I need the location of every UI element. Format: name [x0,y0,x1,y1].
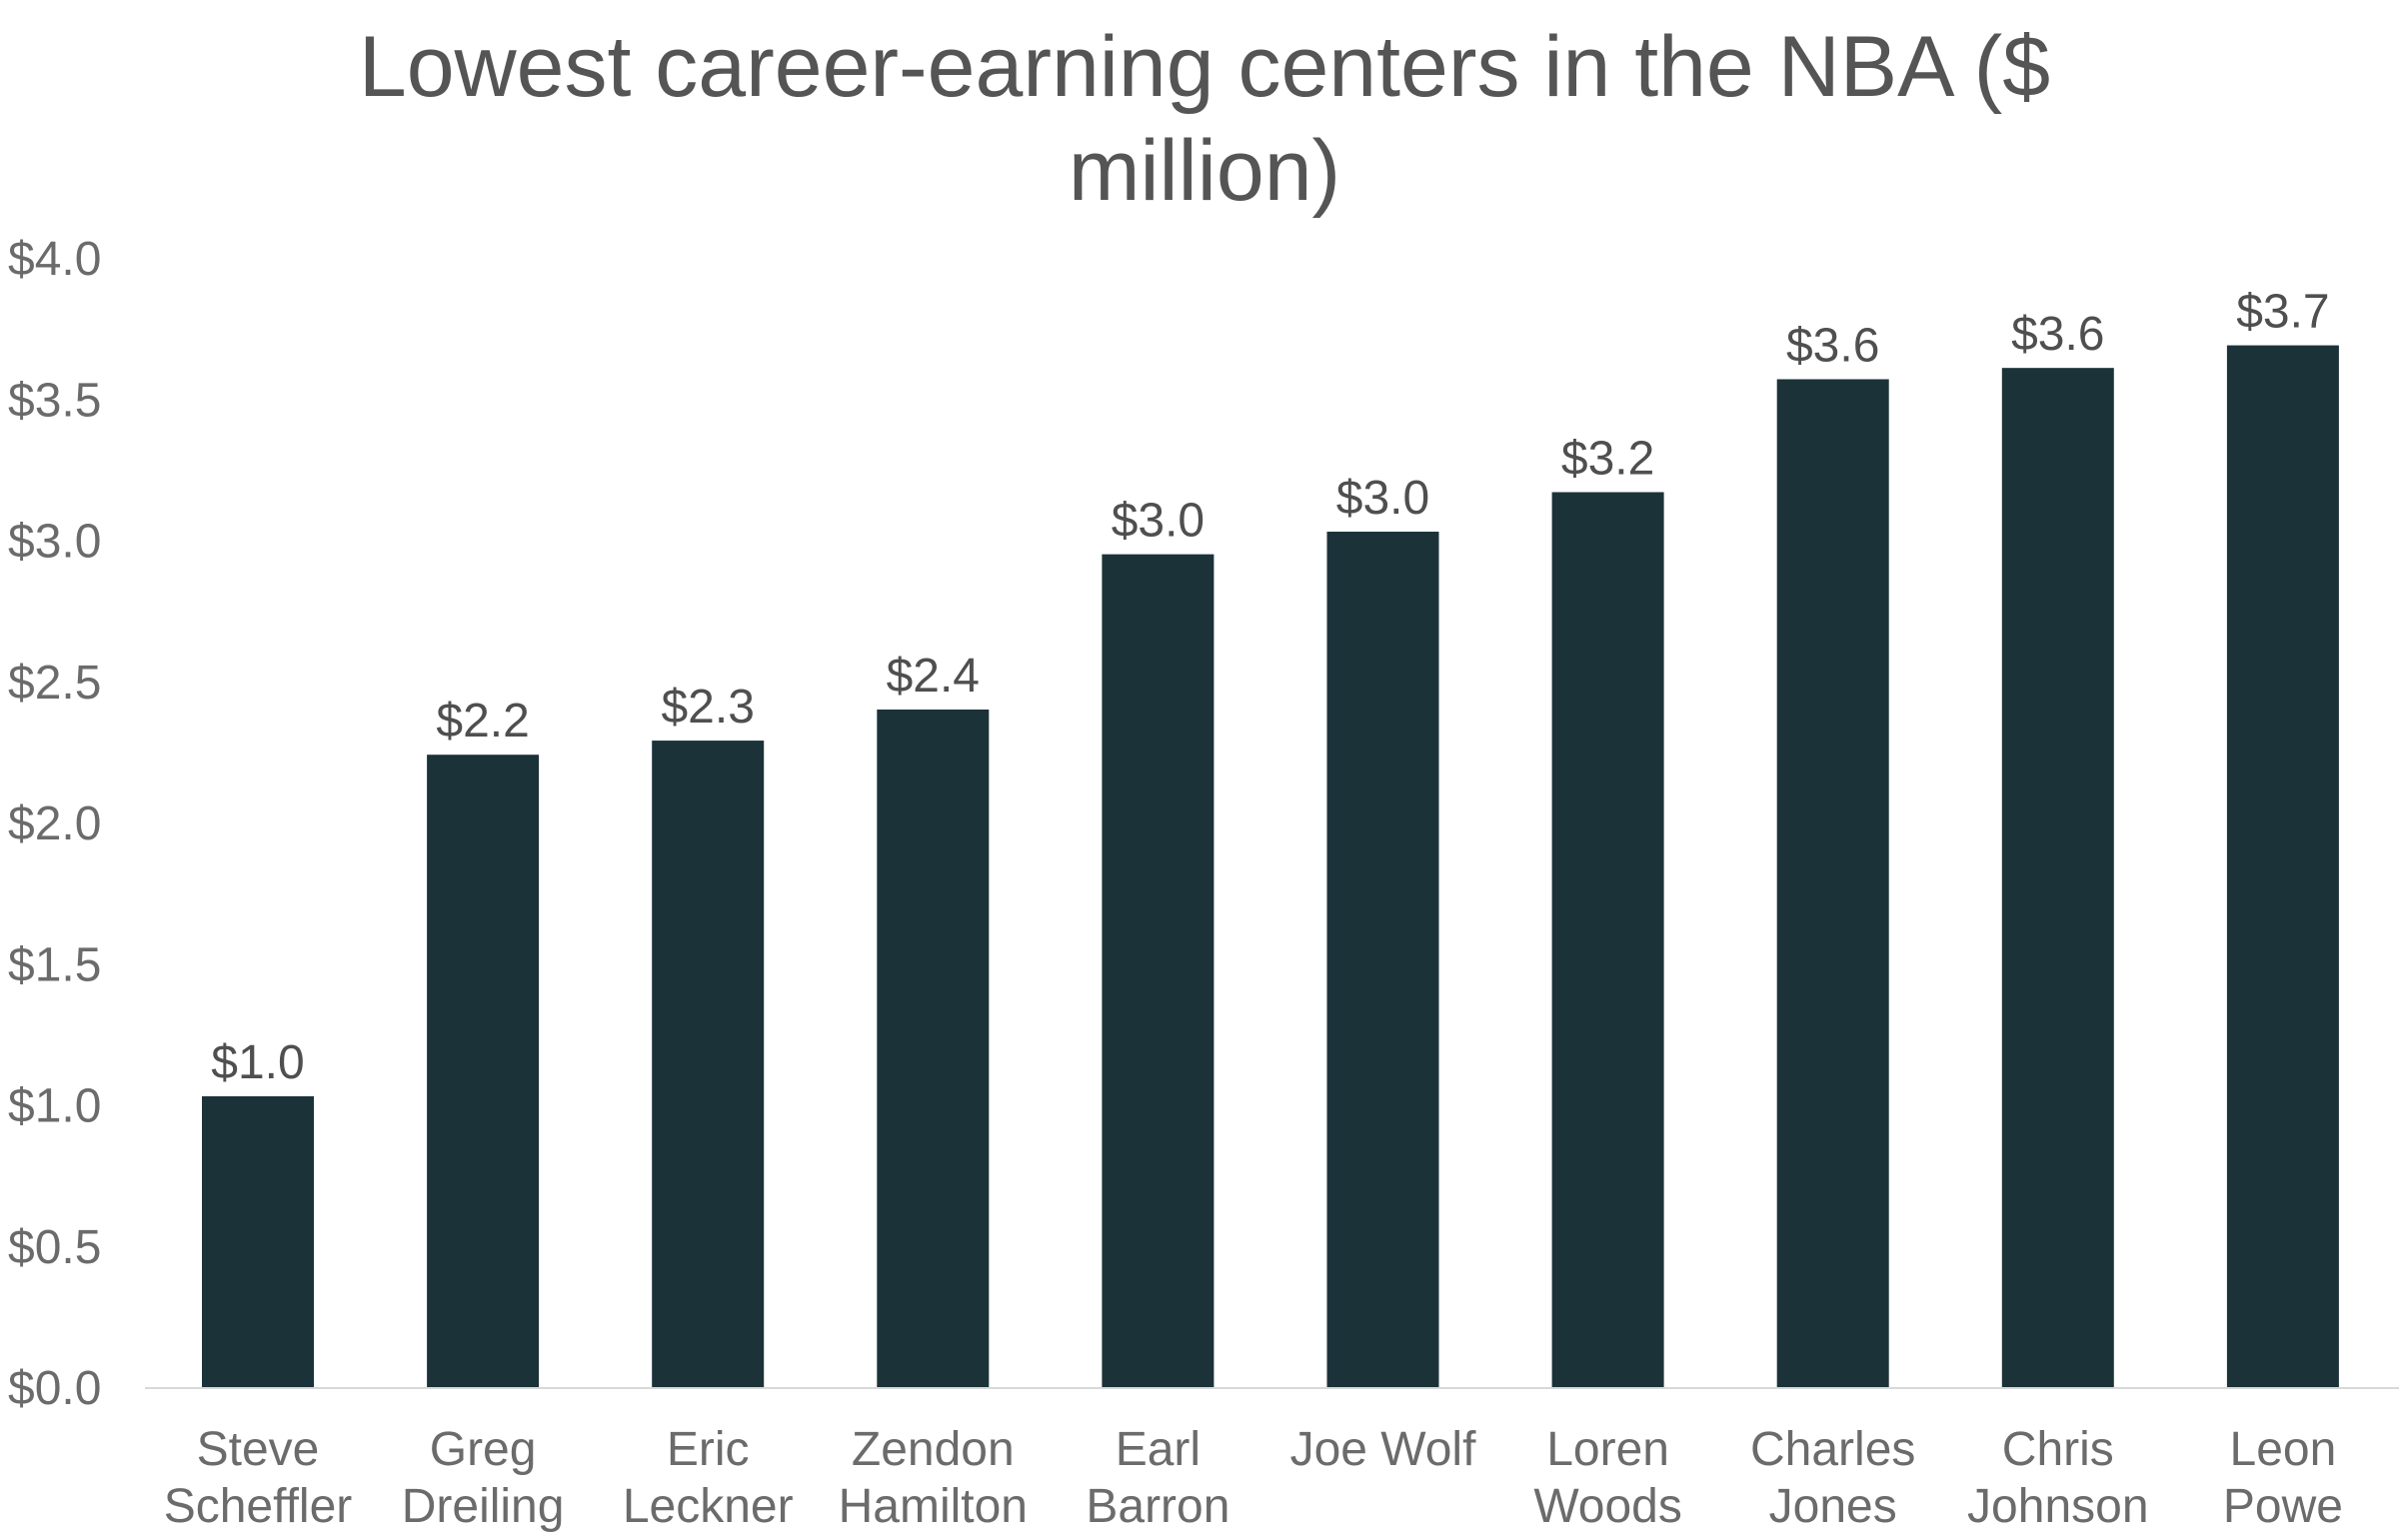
y-axis: $0.0 $0.5 $1.0 $1.5 $2.0 $2.5 $3.0 $3.5 $4.0 [8,233,101,1415]
bar [1102,554,1214,1387]
data-label: $3.2 [1561,432,1654,485]
y-tick-label: $4.0 [8,233,101,286]
x-tick-label: Charles [1750,1423,1915,1476]
chart-title-line: million) [1069,123,1340,219]
x-tick-label: Scheffler [164,1480,353,1533]
x-tick-label: Dreiling [402,1480,565,1533]
bars [202,345,2339,1388]
y-tick-label: $0.5 [8,1221,101,1274]
bar [877,710,990,1387]
x-tick-label: Joe Wolf [1290,1423,1477,1476]
bar [1776,379,1889,1388]
y-tick-label: $1.0 [8,1080,101,1133]
chart-title-line: Lowest career-earning centers in the NBA… [359,19,2050,115]
x-tick-label: Loren [1546,1423,1669,1476]
x-tick-label: Zendon [852,1423,1015,1476]
y-tick-label: $3.0 [8,516,101,569]
data-label: $2.4 [887,650,980,703]
bar [1551,492,1664,1388]
data-labels: $1.0 $2.2 $2.3 $2.4 $3.0 $3.0 $3.2 $3.6 $3.6 $3.7 [211,286,2329,1089]
y-tick-label: $2.0 [8,797,101,850]
x-tick-label: Leon [2230,1423,2337,1476]
y-tick-label: $2.5 [8,657,101,710]
bar [1326,532,1439,1387]
data-label: $1.0 [211,1036,304,1089]
y-tick-label: $0.0 [8,1362,101,1415]
bar [202,1096,314,1387]
data-label: $3.0 [1112,495,1204,548]
x-tick-label: Woods [1533,1480,1682,1533]
data-label: $3.0 [1336,472,1429,525]
y-tick-label: $1.5 [8,938,101,991]
y-tick-label: $3.5 [8,374,101,427]
x-tick-label: Steve [197,1423,320,1476]
x-tick-label: Barron [1086,1480,1229,1533]
x-tick-label: Leckner [623,1480,794,1533]
x-tick-label: Earl [1116,1423,1200,1476]
x-tick-label: Johnson [1967,1480,2148,1533]
x-tick-label: Jones [1769,1480,1897,1533]
x-tick-label: Powe [2223,1480,2343,1533]
data-label: $2.2 [436,695,529,748]
bar [2001,368,2114,1387]
data-label: $3.6 [1786,319,1879,372]
data-label: $2.3 [661,681,754,734]
data-label: $3.6 [2011,308,2104,361]
x-tick-label: Chris [2002,1423,2114,1476]
bar [652,741,765,1387]
data-label: $3.7 [2236,286,2329,339]
x-tick-label: Hamilton [839,1480,1028,1533]
chart-title: Lowest career-earning centers in the NBA… [359,19,2050,219]
x-tick-label: Greg [430,1423,537,1476]
x-tick-label: Eric [667,1423,750,1476]
bar [2226,345,2339,1388]
bar [427,755,540,1387]
